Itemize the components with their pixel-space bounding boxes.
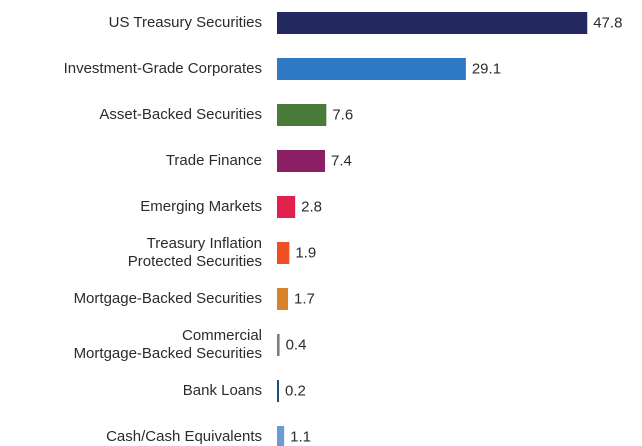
value-label: 7.6 bbox=[332, 106, 354, 124]
bar bbox=[277, 104, 327, 126]
category-label: Treasury Inflation Protected Securities bbox=[127, 235, 262, 270]
value-label: 0.2 bbox=[285, 382, 306, 400]
value-label: 29.1 bbox=[471, 60, 502, 78]
value-label: 7.4 bbox=[331, 152, 352, 170]
category-label: Cash/Cash Equivalents bbox=[106, 428, 262, 445]
bar bbox=[277, 334, 280, 356]
value-label: 1.9 bbox=[295, 244, 317, 262]
value-label: 1.1 bbox=[290, 428, 311, 446]
category-label: Asset-Backed Securities bbox=[99, 106, 262, 123]
bar bbox=[277, 150, 326, 172]
category-label: Mortgage-Backed Securities bbox=[73, 290, 262, 307]
bar bbox=[277, 288, 289, 310]
category-label: Investment-Grade Corporates bbox=[63, 60, 262, 77]
value-label: 0.4 bbox=[285, 336, 307, 354]
value-label: 1.7 bbox=[294, 290, 315, 308]
bar bbox=[277, 242, 290, 264]
category-label: US Treasury Securities bbox=[108, 14, 262, 31]
category-label: Emerging Markets bbox=[140, 198, 262, 215]
bar bbox=[277, 12, 588, 34]
bar bbox=[277, 380, 279, 402]
value-label: 2.8 bbox=[301, 198, 323, 216]
category-label: Commercial Mortgage-Backed Securities bbox=[73, 327, 262, 362]
category-label: Bank Loans bbox=[182, 382, 262, 399]
value-label: 47.8 bbox=[593, 14, 623, 32]
bar bbox=[277, 426, 285, 446]
bar bbox=[277, 196, 296, 218]
bar bbox=[277, 58, 466, 80]
category-label: Trade Finance bbox=[165, 152, 262, 169]
